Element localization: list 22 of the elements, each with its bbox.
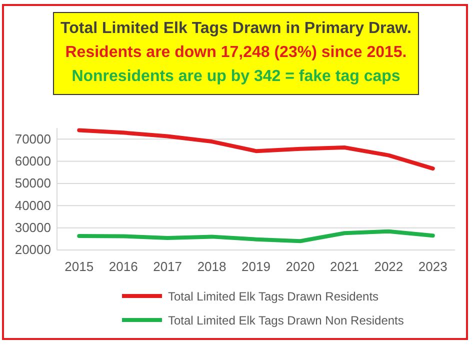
x-tick-label: 2016 [108, 259, 138, 274]
x-tick-label: 2017 [153, 259, 182, 274]
x-tick-label: 2023 [418, 259, 448, 274]
chart-title: Total Limited Elk Tags Drawn in Primary Draw. [60, 20, 412, 37]
y-tick-label: 20000 [14, 242, 51, 258]
text: Residents are down 17,248 (23%) since 2015. [65, 44, 407, 61]
x-tick-label: 2020 [286, 259, 315, 274]
y-tick-label: 40000 [14, 198, 51, 213]
x-tick-label: 2015 [64, 259, 94, 274]
y-tick-label: 60000 [14, 153, 51, 168]
text: Nonresidents are up by 342 = fake tag caps [72, 68, 400, 85]
y-tick-label: 70000 [14, 131, 51, 146]
line-series [77, 128, 435, 171]
x-tick-label: 2022 [374, 259, 404, 274]
legend-label: Total Limited Elk Tags Drawn Residents [168, 290, 379, 304]
x-tick-label: 2021 [330, 259, 359, 274]
line-series [77, 229, 435, 244]
legend-label: Total Limited Elk Tags Drawn Non Residents [168, 314, 404, 328]
x-tick-label: 2019 [242, 259, 270, 274]
y-tick-label: 50000 [14, 176, 51, 191]
y-tick-label: 30000 [14, 220, 51, 235]
x-tick-label: 2018 [197, 259, 226, 274]
